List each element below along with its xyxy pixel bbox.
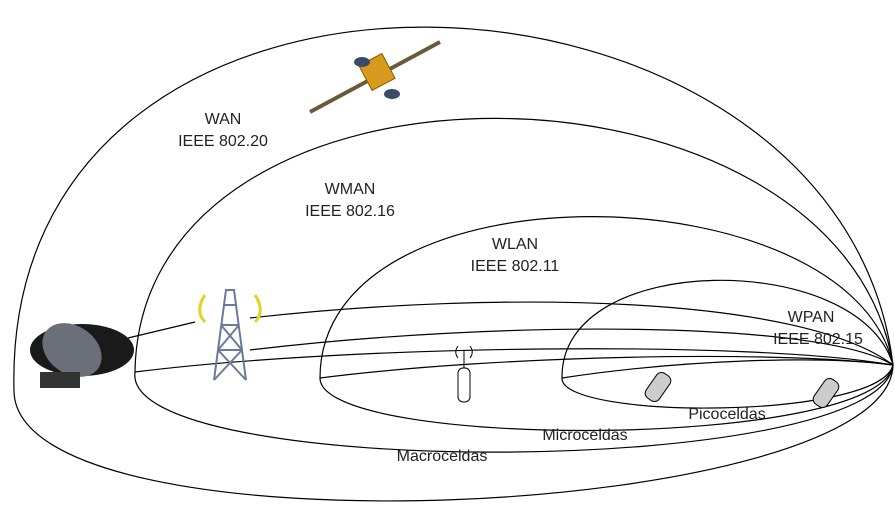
network-standard: IEEE 802.16 [305, 203, 395, 220]
network-standard: IEEE 802.15 [773, 331, 863, 348]
macro-inner [135, 365, 893, 452]
network-standard: IEEE 802.11 [471, 258, 560, 275]
tower-icon [200, 290, 261, 380]
cell-label: Microceldas [542, 427, 627, 444]
satellite-icon [310, 42, 440, 112]
macro-outer [14, 365, 893, 501]
phone-icon [643, 370, 673, 404]
diagram: WAN IEEE 802.20 WMAN IEEE 802.16 WLAN IE… [0, 0, 895, 516]
network-name: WPAN [788, 309, 835, 326]
cell-label: Picoceldas [688, 406, 765, 423]
network-name: WAN [205, 111, 242, 128]
dish-icon [30, 312, 134, 388]
network-name: WLAN [492, 236, 538, 253]
network-name: WMAN [325, 181, 376, 198]
router-icon [456, 346, 473, 402]
wan-dome [14, 27, 893, 392]
phone-icon [811, 376, 841, 410]
back-edge [562, 360, 893, 378]
cell-label: Macroceldas [397, 448, 488, 465]
link [128, 322, 195, 338]
wlan-dome [320, 217, 893, 378]
network-standard: IEEE 802.20 [178, 133, 268, 150]
